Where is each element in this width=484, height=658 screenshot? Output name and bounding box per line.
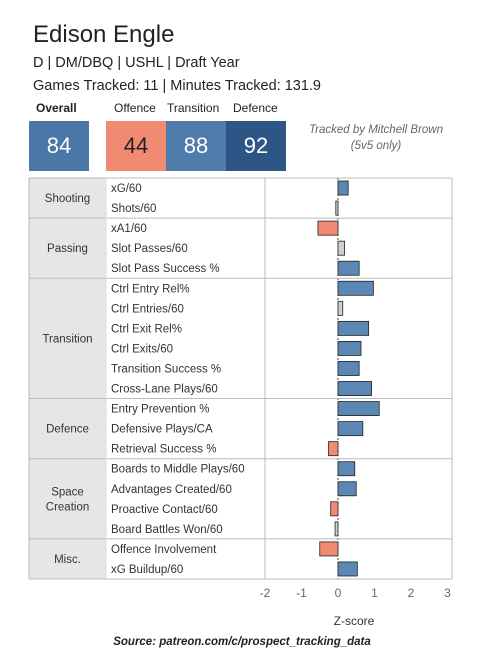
bar-slot-pass-success xyxy=(337,260,360,276)
metric-label-ctrl-entries-60: Ctrl Entries/60 xyxy=(111,303,184,315)
overall-score-value: 84 xyxy=(46,133,72,158)
bar-transition-success xyxy=(337,361,360,376)
metric-label-xg-60: xG/60 xyxy=(111,183,142,195)
metric-label-ctrl-entry-rel: Ctrl Entry Rel% xyxy=(111,283,190,295)
transition-score-label: Transition xyxy=(167,101,220,115)
bar-retrieval-success xyxy=(328,441,339,457)
player-name-title: Edison Engle xyxy=(33,21,175,48)
bar-boards-to-middle-plays-60 xyxy=(337,461,356,477)
bar-board-battles-won-60 xyxy=(334,521,339,537)
category-bg-transition xyxy=(29,278,106,399)
bar-shots-60 xyxy=(335,200,339,216)
metric-label-xg-buildup-60: xG Buildup/60 xyxy=(111,564,183,576)
category-bg-defence xyxy=(29,398,106,459)
metric-label-xa1-60: xA1/60 xyxy=(111,223,147,235)
metric-label-ctrl-exit-rel: Ctrl Exit Rel% xyxy=(111,323,182,335)
metric-label-slot-passes-60: Slot Passes/60 xyxy=(111,243,188,255)
transition-score-box: 88 xyxy=(166,121,226,171)
category-label-defence: Defence xyxy=(46,424,89,436)
defence-score-label: Defence xyxy=(233,101,278,115)
category-label-misc: Misc. xyxy=(54,554,81,566)
metric-label-entry-prevention: Entry Prevention % xyxy=(111,404,209,416)
bar-ctrl-entry-rel xyxy=(337,280,374,296)
category-label-space-creation: Creation xyxy=(46,501,89,513)
metric-label-cross-lane-plays-60: Cross-Lane Plays/60 xyxy=(111,384,218,396)
bar-ctrl-exit-rel xyxy=(337,320,370,336)
offence-score-label: Offence xyxy=(114,101,156,115)
bar-ctrl-entries-60 xyxy=(337,300,344,316)
bar-slot-passes-60 xyxy=(337,240,345,256)
defence-score-value: 92 xyxy=(243,133,269,158)
x-tick-label-5: 3 xyxy=(444,586,451,600)
offence-score-box: 44 xyxy=(106,121,166,171)
player-info-line: D | DM/DBQ | USHL | Draft Year xyxy=(33,55,240,71)
tracking-scope-line: (5v5 only) xyxy=(350,140,402,152)
bar-entry-prevention xyxy=(337,401,380,416)
tracked-by-line: Tracked by Mitchell Brown xyxy=(309,124,443,136)
zscore-bar-chart: Shooting xG/60 Shots/60 Passing xA1/60 Slot P… xyxy=(28,177,453,628)
category-bg-misc xyxy=(29,538,106,579)
x-tick-label-4: 2 xyxy=(408,586,415,600)
bar-advantages-created-60 xyxy=(337,481,357,497)
metric-label-boards-to-middle-plays-60: Boards to Middle Plays/60 xyxy=(111,464,245,476)
metric-label-proactive-contact-60: Proactive Contact/60 xyxy=(111,504,218,516)
x-axis-title: Z-score xyxy=(334,614,375,628)
metric-label-shots-60: Shots/60 xyxy=(111,203,156,215)
bar-cross-lane-plays-60 xyxy=(337,381,372,396)
category-bg-passing xyxy=(29,218,106,279)
bar-xa1-60 xyxy=(317,220,339,236)
bar-proactive-contact-60 xyxy=(330,501,339,517)
overall-score-box: 84 xyxy=(29,121,89,171)
metric-label-transition-success: Transition Success % xyxy=(111,363,221,375)
category-label-transition: Transition xyxy=(42,333,92,345)
metric-label-advantages-created-60: Advantages Created/60 xyxy=(111,484,232,496)
tracking-info-line: Games Tracked: 11 | Minutes Tracked: 131… xyxy=(33,78,321,94)
category-bg-space-creation xyxy=(29,458,106,539)
overall-score-label: Overall xyxy=(36,101,77,115)
x-tick-label-3: 1 xyxy=(371,586,378,600)
bar-defensive-plays-ca xyxy=(337,421,364,437)
x-tick-label-0: -2 xyxy=(260,586,271,600)
bar-offence-involvement xyxy=(319,541,339,557)
category-label-space-creation: Space xyxy=(51,486,84,498)
metric-label-retrieval-success: Retrieval Success % xyxy=(111,444,216,456)
metric-label-board-battles-won-60: Board Battles Won/60 xyxy=(111,524,223,536)
category-label-passing: Passing xyxy=(47,243,88,255)
metric-label-offence-involvement: Offence Involvement xyxy=(111,544,217,556)
metric-label-defensive-plays-ca: Defensive Plays/CA xyxy=(111,424,213,436)
offence-score-value: 44 xyxy=(123,133,149,158)
metric-label-slot-pass-success: Slot Pass Success % xyxy=(111,263,220,275)
metric-label-ctrl-exits-60: Ctrl Exits/60 xyxy=(111,343,173,355)
bar-xg-buildup-60 xyxy=(337,561,358,577)
category-label-shooting: Shooting xyxy=(45,193,90,205)
bar-ctrl-exits-60 xyxy=(337,340,362,356)
bar-xg-60 xyxy=(337,180,349,196)
tracked-by-note: Tracked by Mitchell Brown (5v5 only) xyxy=(298,122,454,154)
category-bg-shooting xyxy=(29,178,106,219)
x-tick-label-2: 0 xyxy=(335,586,342,600)
defence-score-box: 92 xyxy=(226,121,286,171)
x-tick-label-1: -1 xyxy=(296,586,307,600)
transition-score-value: 88 xyxy=(183,133,209,158)
source-credit: Source: patreon.com/c/prospect_tracking_… xyxy=(113,636,371,648)
